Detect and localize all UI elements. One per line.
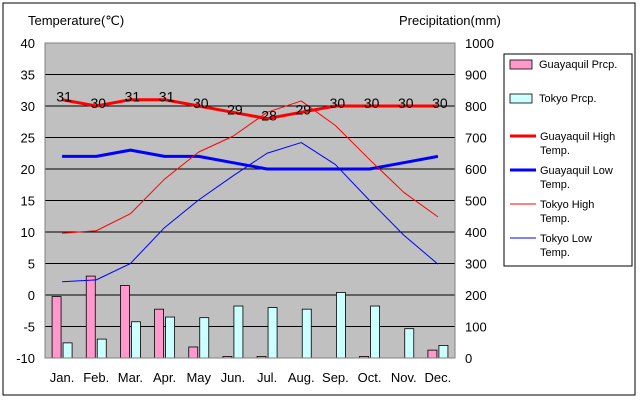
data-label: 31 [56,89,72,105]
data-label: 30 [330,95,346,111]
legend-swatch [509,93,533,104]
precip-bar [427,349,438,359]
x-tick-label: May [186,370,211,385]
precipitation-bars [51,275,449,359]
precip-bar [233,305,244,359]
left-tick-label: 0 [28,288,35,303]
temperature-lines [61,98,439,283]
x-tick-label: Apr. [153,370,176,385]
x-tick-label: Sep. [322,370,349,385]
right-tick-label: 800 [465,99,487,114]
right-tick-label: 0 [465,351,472,366]
x-tick-label: Jan. [50,370,75,385]
temperature-line [61,98,438,121]
legend-label: Guayaquil Low Temp. [540,165,613,191]
left-tick-label: 15 [21,194,35,209]
left-axis-ticks: -10 -5 0 5 10 15 20 25 30 35 40 [16,36,35,366]
data-label: 28 [261,108,277,124]
data-label: 31 [125,89,141,105]
data-label: 30 [432,95,448,111]
x-tick-label: Feb. [83,370,109,385]
data-label: 30 [398,95,414,111]
precip-bar [131,321,141,359]
x-axis-ticks: Jan. Feb. Mar. Apr. May Jun. Jul. Aug. Sep. Oct. N… [50,370,451,385]
x-tick-label: Mar. [118,370,143,385]
data-label: 30 [90,95,106,111]
x-tick-label: Aug. [288,370,315,385]
temperature-line [62,148,439,171]
legend-label: Guayaquil Prcp. [539,59,617,71]
right-tick-label: 200 [465,288,487,303]
data-label: 30 [193,95,209,111]
left-tick-label: 25 [21,131,35,146]
temperature-line [62,100,439,234]
right-axis-ticks: 0 100 200 300 400 500 600 700 800 900 1000 [465,36,494,366]
precip-bar [85,275,96,359]
precip-bar [404,328,415,359]
precip-bar [438,344,449,359]
precip-bar [62,342,73,359]
precip-bar [51,296,62,359]
x-tick-label: Dec. [425,370,452,385]
precip-bar [267,307,278,359]
precip-bar [336,292,346,359]
x-tick-label: Oct. [358,370,382,385]
temperature-line [62,142,439,283]
precip-bar [199,317,210,359]
precip-bar [301,308,312,359]
right-tick-label: 400 [465,225,487,240]
right-tick-label: 100 [465,320,487,335]
legend-label: Tokyo High Temp. [540,199,594,225]
data-label: 29 [227,101,243,117]
x-tick-label: Jun. [221,370,246,385]
data-labels: 31 30 31 31 30 29 28 29 30 30 30 30 [56,89,448,124]
legend-box [503,53,633,267]
left-tick-label: 35 [21,68,35,83]
legend-swatch [509,59,533,70]
left-tick-label: -5 [23,320,35,335]
precip-bar [154,308,164,359]
left-tick-label: 40 [21,36,35,51]
data-label: 30 [364,95,380,111]
right-tick-label: 300 [465,257,487,272]
left-tick-label: -10 [16,351,35,366]
x-tick-label: Jul. [257,370,277,385]
precip-bar [370,305,380,359]
right-tick-label: 900 [465,68,487,83]
left-tick-label: 5 [28,257,35,272]
legend-label: Tokyo Low Temp. [540,233,592,259]
right-tick-label: 500 [465,194,487,209]
right-tick-label: 600 [465,162,487,177]
legend-label: Tokyo Prcp. [539,93,596,105]
left-axis-title: Temperature(℃) [28,13,124,28]
left-tick-label: 20 [21,162,35,177]
precip-bar [96,338,107,359]
precip-bar [165,316,175,359]
left-tick-label: 10 [21,225,35,240]
x-tick-label: Nov. [391,370,417,385]
legend-label: Guayaquil High Temp. [540,131,615,157]
right-axis-title: Precipitation(mm) [399,13,501,28]
plot-border [44,42,456,359]
left-tick-label: 30 [21,99,35,114]
right-tick-label: 700 [465,131,487,146]
legend: Guayaquil Prcp. Tokyo Prcp. Guayaquil High… [509,59,617,259]
precip-bar [120,285,130,359]
data-label: 29 [295,101,311,117]
right-tick-label: 1000 [465,36,494,51]
precip-bar [188,346,199,359]
data-label: 31 [159,89,175,105]
